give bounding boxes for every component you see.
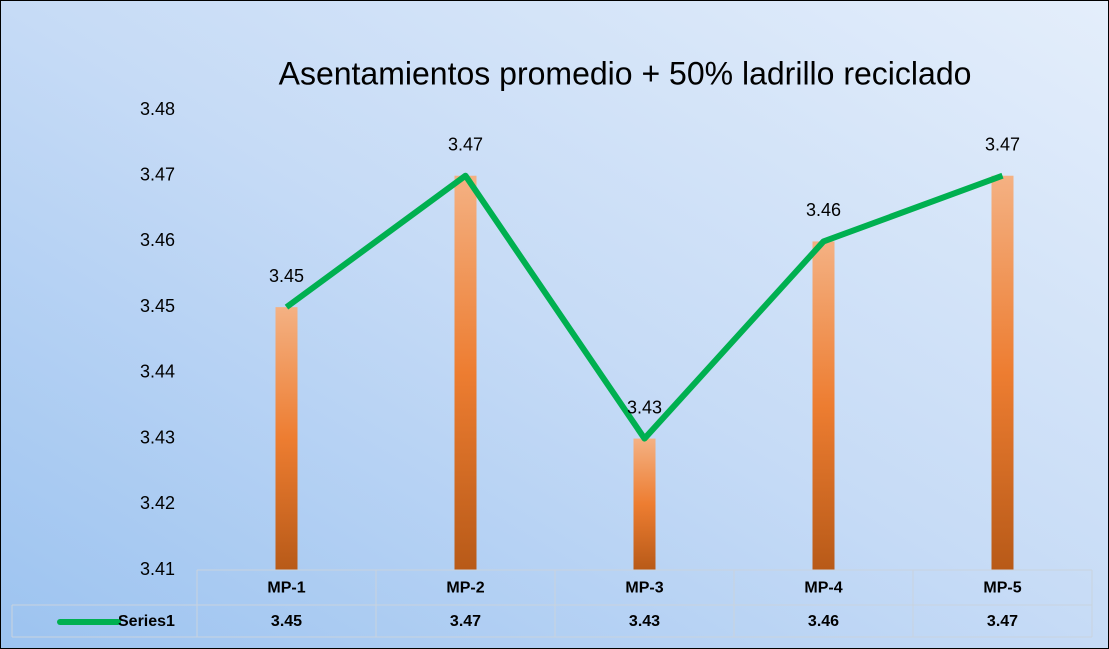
y-tick-label: 3.45 (140, 296, 175, 316)
x-tick-label: MP-2 (446, 580, 484, 597)
line-series (284, 172, 1004, 442)
table-grid (11, 569, 1093, 638)
x-tick-label: MP-3 (625, 580, 663, 597)
data-label: 3.45 (269, 266, 304, 286)
bar (633, 438, 656, 570)
bar (812, 241, 835, 570)
x-tick-label: MP-1 (267, 580, 305, 597)
x-tick-label: MP-5 (983, 580, 1021, 597)
bar (275, 307, 298, 570)
legend-label: Series1 (118, 613, 175, 630)
table-value: 3.43 (629, 613, 660, 630)
y-tick-label: 3.41 (140, 559, 175, 579)
y-tick-label: 3.43 (140, 427, 175, 447)
data-label: 3.43 (627, 397, 662, 417)
chart-title: Asentamientos promedio + 50% ladrillo re… (279, 55, 972, 91)
y-tick-label: 3.47 (140, 164, 175, 184)
y-tick-label: 3.42 (140, 493, 175, 513)
table-value: 3.47 (987, 613, 1018, 630)
data-label: 3.47 (448, 134, 483, 154)
data-label: 3.46 (806, 200, 841, 220)
y-tick-label: 3.44 (140, 362, 175, 382)
y-tick-label: 3.48 (140, 99, 175, 119)
data-label: 3.47 (985, 134, 1020, 154)
bar (991, 175, 1014, 570)
table-value: 3.45 (271, 613, 302, 630)
table-value: 3.47 (450, 613, 481, 630)
y-tick-label: 3.46 (140, 230, 175, 250)
x-tick-label: MP-4 (804, 580, 842, 597)
table-value: 3.46 (808, 613, 839, 630)
bar (454, 175, 477, 570)
